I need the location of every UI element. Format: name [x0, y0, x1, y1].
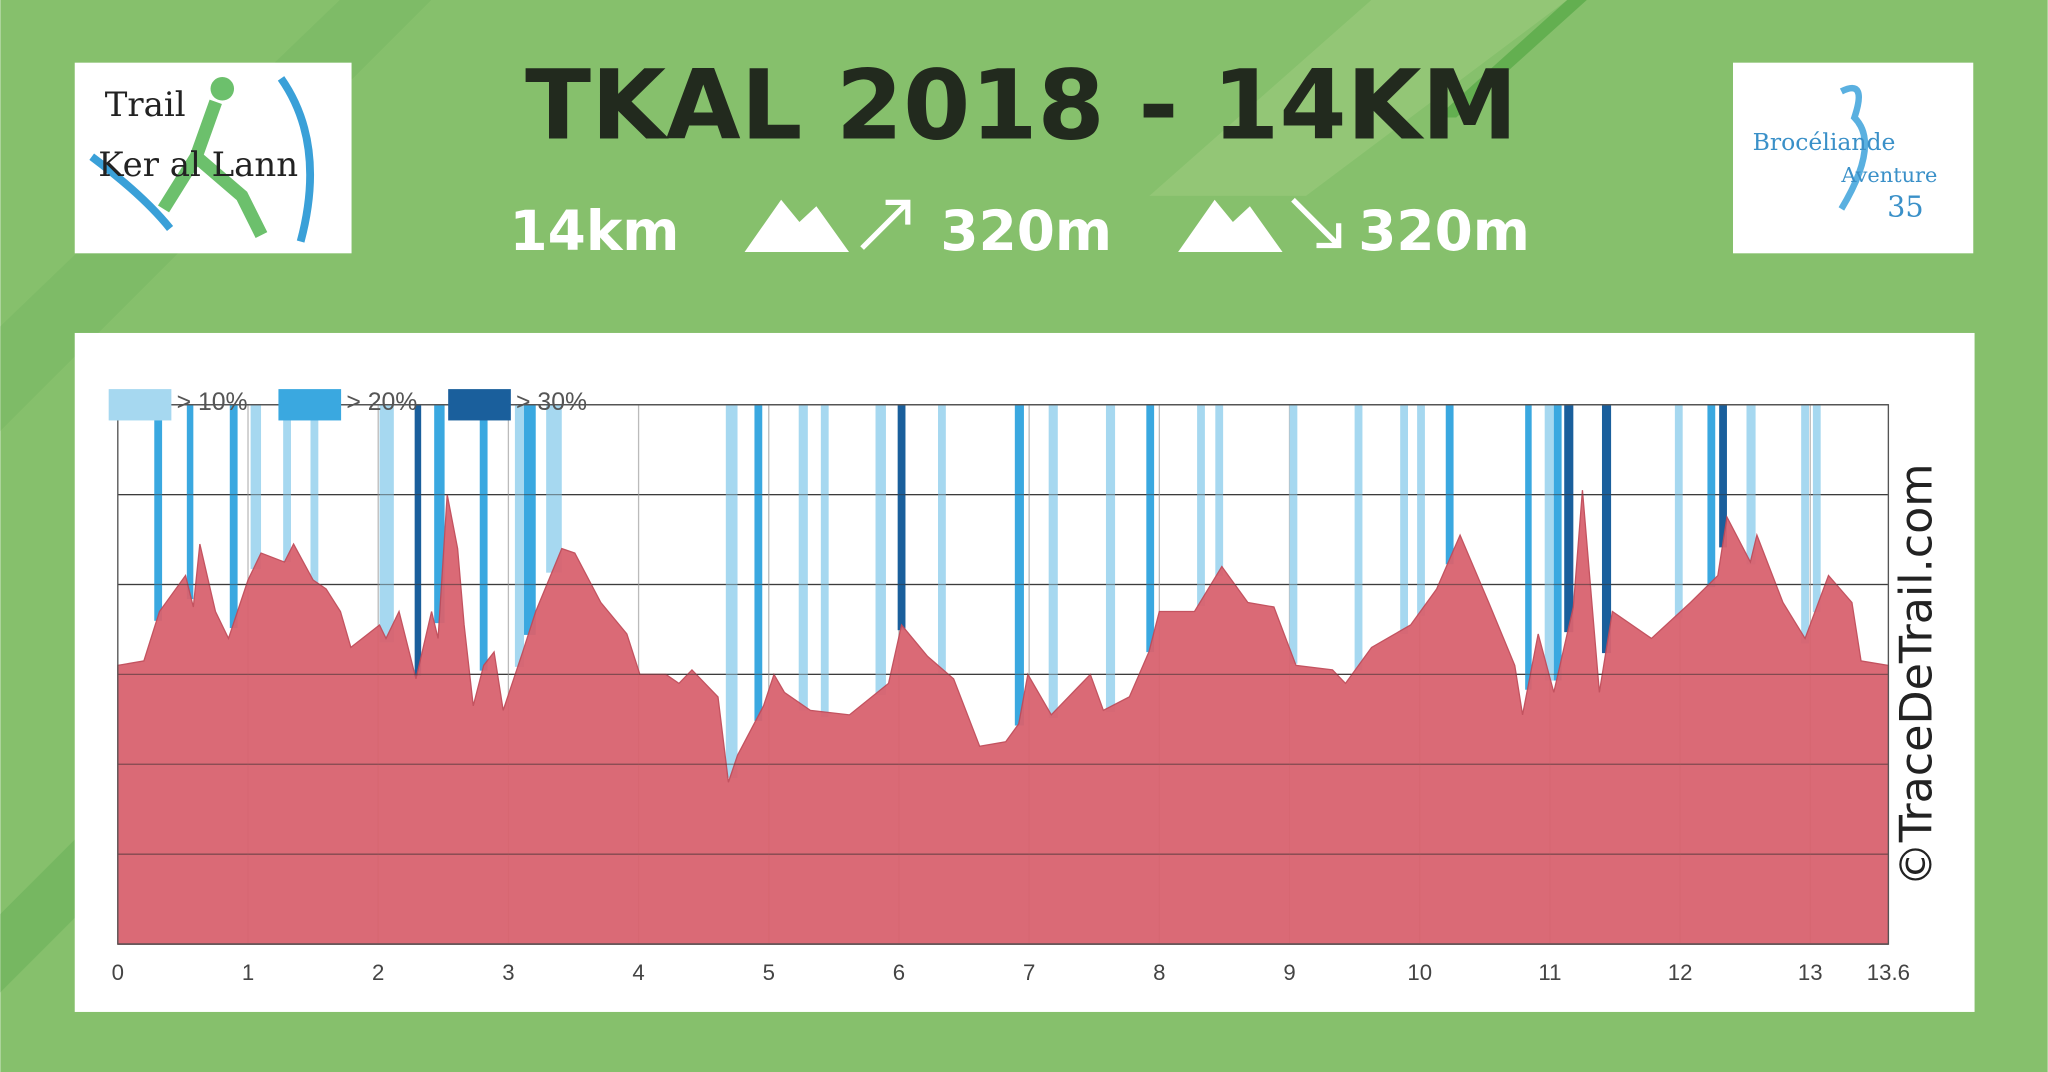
- watermark: ©TraceDeTrail.com: [1892, 463, 1943, 886]
- slope-band: [1197, 404, 1205, 607]
- slope-band: [938, 404, 946, 675]
- x-tick-label: 6: [893, 960, 905, 985]
- plot: 0 1 2 3 4 5 6 7 8 9 10 11 12 13 13.6> 10% > 20% > 30%: [108, 389, 1910, 985]
- arrow-up: [860, 199, 911, 250]
- plot-border: [117, 404, 1890, 945]
- x-tick-label: 0: [112, 960, 124, 985]
- logo-figure: [1838, 84, 1869, 211]
- mountain-icon: [1178, 199, 1283, 253]
- slope-band: [1105, 404, 1116, 712]
- slope-band: [875, 404, 886, 695]
- slope-band: [414, 404, 422, 676]
- slope-band: [1553, 404, 1562, 681]
- x-tick-label: 7: [1023, 960, 1035, 985]
- logo-runner: [157, 99, 268, 238]
- stripe: [1149, 0, 1568, 196]
- x-tick-label: 9: [1283, 960, 1295, 985]
- slope-band: [250, 404, 262, 570]
- slope-band: [546, 404, 562, 573]
- x-tick-label: 12: [1668, 960, 1693, 985]
- x-tick-label: 10: [1407, 960, 1432, 985]
- slope-band: [1525, 404, 1532, 690]
- x-tick-label: 13.6: [1867, 960, 1910, 985]
- arrow-down: [1291, 197, 1342, 249]
- logo-text: 35: [1887, 189, 1924, 223]
- x-tick-label: 13: [1798, 960, 1823, 985]
- legend-swatch: [278, 389, 342, 421]
- x-tick-label: 4: [632, 960, 644, 985]
- descent: 320m: [1358, 199, 1530, 263]
- slope-band: [1289, 404, 1298, 664]
- slope-band: [1812, 404, 1821, 613]
- slope-band: [434, 404, 445, 624]
- legend-label: > 30%: [516, 389, 587, 416]
- slope-band: [754, 404, 763, 721]
- x-tick-label: 3: [502, 960, 514, 985]
- slope-band: [283, 404, 291, 563]
- slope-band: [186, 404, 194, 600]
- slope-band: [820, 404, 829, 718]
- slope-band: [1544, 404, 1554, 681]
- slope-band: [524, 404, 536, 635]
- elevation-area: [117, 490, 1890, 945]
- slope-band: [897, 404, 906, 631]
- stripe: [1436, 0, 1587, 118]
- slope-band: [1719, 404, 1727, 548]
- slope-band: [1048, 404, 1058, 719]
- logo-text: Trail: [105, 85, 186, 125]
- logo-right-box: [1733, 62, 1974, 254]
- legend-swatch: [108, 389, 172, 421]
- slope-band: [1564, 404, 1574, 633]
- slope-band: [379, 404, 394, 643]
- stripe: [0, 835, 79, 993]
- slope-band: [725, 404, 738, 778]
- slope-band: [154, 404, 163, 621]
- logo-text: Ker al Lann: [98, 145, 298, 185]
- logo-text: Aventure: [1840, 163, 1937, 187]
- x-tick-label: 8: [1153, 960, 1165, 985]
- slope-band: [1445, 404, 1454, 565]
- slope-band: [1417, 404, 1425, 616]
- logo-runner: [210, 77, 235, 101]
- slope-band: [514, 404, 525, 667]
- slope-band: [798, 404, 808, 711]
- legend-swatch: [448, 389, 511, 421]
- ascent: 320m: [940, 199, 1112, 263]
- slope-band: [229, 404, 238, 629]
- slope-band: [1746, 404, 1756, 565]
- slope-band: [1014, 404, 1024, 726]
- legend-label: > 20%: [346, 389, 417, 416]
- slope-band: [1707, 404, 1716, 588]
- slope-band: [1215, 404, 1224, 577]
- x-tick-label: 1: [242, 960, 254, 985]
- logo-river: [89, 76, 315, 243]
- distance: 14km: [510, 199, 680, 263]
- slope-band: [1801, 404, 1809, 644]
- slope-band: [1354, 404, 1363, 671]
- slope-band: [479, 404, 488, 671]
- x-tick-label: 2: [372, 960, 384, 985]
- logo-text: Brocéliande: [1753, 128, 1896, 156]
- x-tick-label: 5: [763, 960, 775, 985]
- slope-band: [1146, 404, 1155, 653]
- mountain-icon: [744, 199, 850, 253]
- x-tick-label: 11: [1538, 960, 1561, 985]
- title: TKAL 2018 - 14KM: [525, 49, 1517, 162]
- slope-band: [1400, 404, 1408, 634]
- slope-band: [1674, 404, 1683, 619]
- legend-label: > 10%: [177, 389, 248, 416]
- slope-band: [1601, 404, 1612, 654]
- slope-band: [310, 404, 319, 587]
